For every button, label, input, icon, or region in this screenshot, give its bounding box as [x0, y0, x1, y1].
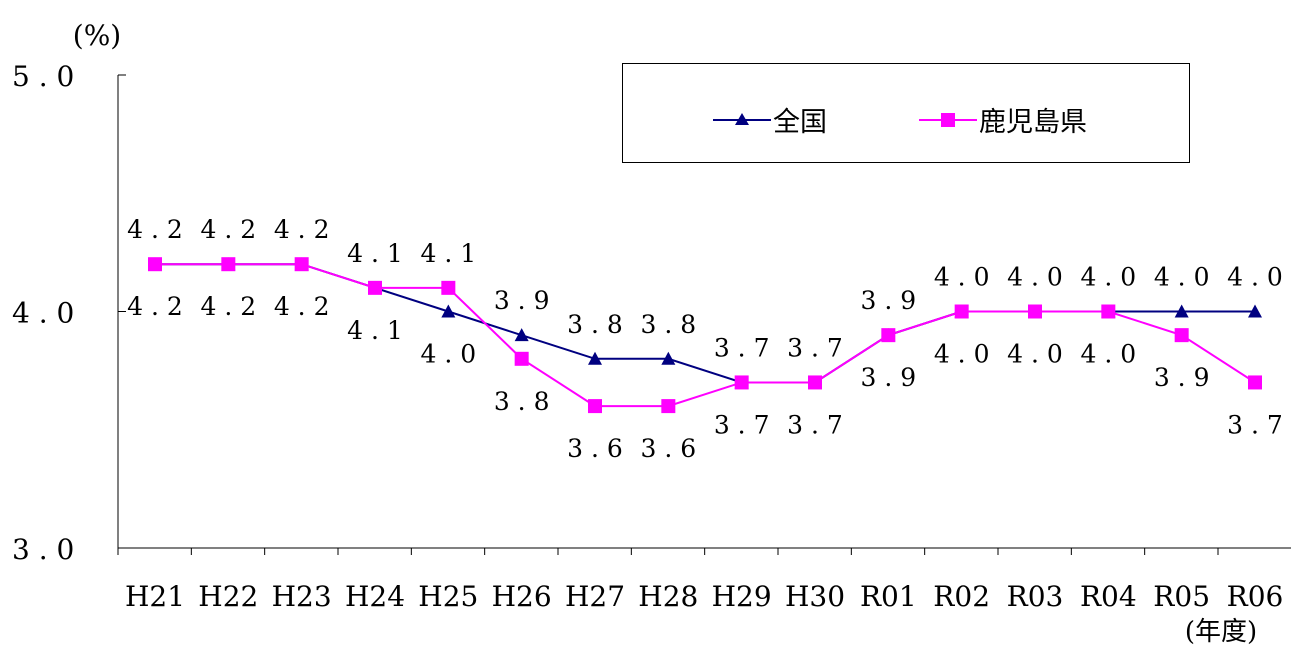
- kagoshima-point: [1248, 375, 1262, 390]
- kagoshima-point: [368, 280, 382, 295]
- x-tick-label: H30: [785, 580, 845, 613]
- x-tick-label: R05: [1153, 580, 1210, 613]
- y-tick-label: 3 . 0: [12, 533, 74, 566]
- legend-item-national: 全国: [713, 100, 827, 139]
- x-tick-label: H26: [492, 580, 552, 613]
- national-point: [441, 304, 456, 318]
- kagoshima-data-label: 3 . 7: [1227, 410, 1283, 439]
- kagoshima-point: [294, 257, 309, 272]
- x-tick-label: R01: [860, 580, 917, 613]
- kagoshima-data-label: 4 . 0: [934, 340, 990, 369]
- kagoshima-data-label: 3 . 7: [714, 410, 770, 439]
- national-data-label: 3 . 9: [494, 286, 550, 315]
- x-tick-label: H28: [638, 580, 698, 613]
- data-labels: 4 . 2 4 . 2 4 . 2 4 . 2 4 . 2 4 . 2 4 . 1 4 . 1…: [127, 215, 1283, 463]
- y-unit-label: (%): [73, 19, 121, 52]
- kagoshima-data-label: 4 . 0: [1081, 340, 1137, 369]
- kagoshima-data-label: 4 . 2: [274, 215, 330, 244]
- kagoshima-data-label: 3 . 7: [787, 410, 843, 439]
- tick-labels: 3 . 0 4 . 0 5 . 0 H21 H22 H23 H24 H25 H26 H27 H28 H…: [12, 60, 1283, 613]
- kagoshima-point: [881, 328, 896, 343]
- triangle-marker-icon: [713, 112, 771, 125]
- national-data-label: 4 . 0: [1081, 263, 1137, 292]
- x-tick-label: R03: [1007, 580, 1064, 613]
- national-data-label: 4 . 0: [934, 263, 990, 292]
- y-tick-label: 4 . 0: [12, 297, 74, 330]
- x-tick-label: R04: [1080, 580, 1137, 613]
- square-marker-icon: [919, 112, 977, 127]
- x-tick-label: H23: [272, 580, 332, 613]
- national-data-label: 3 . 9: [861, 286, 917, 315]
- kagoshima-point: [1101, 304, 1116, 319]
- kagoshima-point: [954, 304, 969, 319]
- kagoshima-point: [148, 257, 162, 272]
- legend: 全国 鹿児島県: [622, 63, 1190, 163]
- national-point: [661, 351, 676, 365]
- x-tick-label: H24: [345, 580, 405, 613]
- national-data-label: 3 . 7: [787, 333, 843, 362]
- national-data-label: 4 . 2: [201, 292, 257, 321]
- national-data-label: 4 . 2: [274, 292, 330, 321]
- kagoshima-data-label: 3 . 6: [641, 434, 697, 463]
- kagoshima-data-label: 4 . 2: [127, 215, 183, 244]
- y-tick-label: 5 . 0: [12, 60, 74, 93]
- kagoshima-data-label: 3 . 9: [861, 363, 917, 392]
- kagoshima-data-label: 4 . 2: [201, 215, 257, 244]
- x-tick-label: R02: [933, 580, 990, 613]
- national-point: [514, 328, 529, 342]
- kagoshima-data-label: 4 . 1: [421, 239, 477, 268]
- kagoshima-point: [588, 399, 602, 414]
- kagoshima-series-line: [155, 263, 1256, 408]
- legend-label-national: 全国: [773, 107, 827, 138]
- legend-item-kagoshima: 鹿児島県: [919, 100, 1087, 139]
- kagoshima-point: [734, 375, 749, 390]
- kagoshima-data-label: 4 . 1: [347, 316, 403, 345]
- axes: [117, 74, 1291, 555]
- x-tick-label: H29: [712, 580, 772, 613]
- national-data-label: 4 . 0: [421, 340, 477, 369]
- x-unit-label: (年度): [1185, 617, 1257, 647]
- kagoshima-data-label: 4 . 0: [1007, 340, 1063, 369]
- kagoshima-data-label: 3 . 8: [494, 387, 550, 416]
- national-data-label: 4 . 2: [127, 292, 183, 321]
- kagoshima-point: [441, 280, 456, 295]
- x-tick-label: H27: [565, 580, 625, 613]
- national-data-label: 4 . 0: [1154, 263, 1210, 292]
- series-lines: [148, 257, 1262, 414]
- kagoshima-point: [1174, 328, 1189, 343]
- national-data-label: 3 . 8: [641, 310, 697, 339]
- x-tick-label: H22: [198, 580, 258, 613]
- kagoshima-point: [221, 257, 236, 272]
- national-point: [588, 351, 602, 365]
- national-data-label: 4 . 0: [1227, 263, 1283, 292]
- national-point: [1248, 304, 1262, 318]
- x-tick-label: R06: [1227, 580, 1284, 613]
- kagoshima-point: [514, 351, 529, 366]
- kagoshima-data-label: 3 . 6: [567, 434, 623, 463]
- kagoshima-point: [661, 399, 676, 414]
- x-tick-label: H25: [418, 580, 478, 613]
- kagoshima-point: [1028, 304, 1042, 319]
- national-data-label: 4 . 1: [347, 239, 403, 268]
- kagoshima-point: [808, 375, 822, 390]
- national-data-label: 3 . 7: [714, 333, 770, 362]
- x-tick-label: H21: [125, 580, 185, 613]
- national-data-label: 4 . 0: [1007, 263, 1063, 292]
- national-data-label: 3 . 8: [567, 310, 623, 339]
- national-point: [1174, 304, 1189, 318]
- kagoshima-data-label: 3 . 9: [1154, 363, 1210, 392]
- legend-label-kagoshima: 鹿児島県: [979, 107, 1087, 138]
